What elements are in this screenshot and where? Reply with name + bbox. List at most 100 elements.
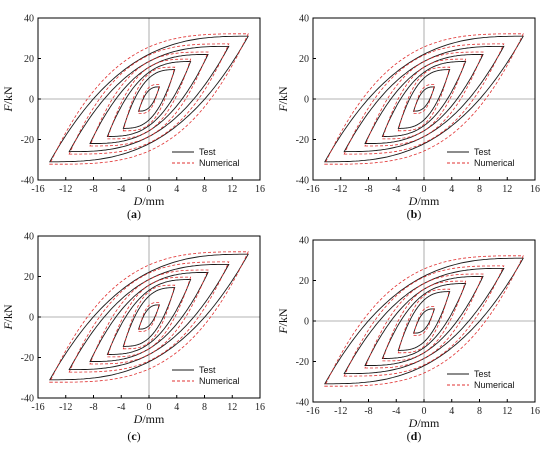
series-test-loop-1 [137, 304, 161, 330]
panel-caption-letter: b [411, 207, 418, 221]
panel-caption-letter: c [131, 429, 137, 443]
x-tick-label: -16 [31, 184, 44, 195]
plot-area [49, 251, 249, 383]
y-axis-label-unit: /kN [276, 308, 290, 326]
series-numerical-loop-2 [122, 66, 176, 132]
y-tick-label: 40 [24, 14, 34, 25]
chart-panel-1: -16 -12 -8 -4 0 4 8 12 16-40-2002040D/mmF/kNTest… [1, 14, 265, 222]
x-tick-label: -4 [117, 402, 125, 413]
x-tick-label: -16 [306, 184, 319, 195]
y-tick-label: 20 [24, 272, 34, 283]
x-tick-label: 16 [530, 184, 540, 195]
series-numerical [324, 33, 524, 165]
y-tick-label: 20 [299, 276, 309, 287]
series-numerical-loop-2 [122, 284, 176, 350]
series-numerical-loop-6 [49, 33, 249, 165]
y-axis-label-symbol: F [1, 104, 15, 113]
legend-label-numerical: Numerical [474, 158, 515, 168]
panel-caption-open: ( [407, 207, 411, 221]
y-tick-label: 40 [24, 232, 34, 243]
x-tick-label: -16 [306, 406, 319, 417]
x-tick-label: 0 [147, 184, 152, 195]
x-tick-label: 12 [227, 184, 237, 195]
y-tick-label: -40 [296, 176, 309, 187]
x-tick-label: 8 [477, 184, 482, 195]
y-axis-label-symbol: F [276, 104, 290, 113]
x-tick-label: -16 [31, 402, 44, 413]
legend-label-numerical: Numerical [199, 158, 240, 168]
series-numerical-loop-5 [68, 261, 230, 373]
series-test [324, 35, 524, 163]
plot-area [324, 255, 524, 387]
series-test-loop-5 [343, 267, 505, 375]
plot-area [49, 33, 249, 165]
series-numerical-loop-1 [413, 306, 435, 336]
x-axis-label-unit: /mm [142, 194, 165, 208]
x-tick-label: 0 [422, 184, 427, 195]
series-test-loop-5 [68, 263, 230, 371]
y-tick-label: 0 [304, 95, 309, 106]
panel-caption-open: ( [127, 207, 131, 221]
y-axis-label: F/kN [1, 304, 15, 331]
x-tick-label: -12 [59, 402, 72, 413]
y-tick-label: 40 [299, 14, 309, 25]
x-axis-label: D/mm [133, 194, 165, 208]
x-tick-label: -8 [89, 184, 97, 195]
x-axis-label: D/mm [133, 412, 165, 426]
x-tick-label: 4 [449, 184, 454, 195]
x-axis-label-symbol: D [408, 194, 418, 208]
x-axis-label-symbol: D [408, 416, 418, 430]
panel-caption-close: ) [137, 207, 141, 221]
panel-caption: (b) [407, 207, 422, 221]
x-tick-label: 16 [530, 406, 540, 417]
x-tick-label: -4 [392, 184, 400, 195]
series-test-loop-4 [364, 275, 484, 367]
panel-caption: (d) [407, 429, 422, 443]
series-numerical-loop-3 [381, 280, 467, 362]
x-axis-label: D/mm [408, 416, 440, 430]
panel-caption-close: ) [417, 429, 421, 443]
series-numerical-loop-1 [138, 302, 160, 332]
x-tick-label: 8 [477, 406, 482, 417]
series-numerical-loop-4 [89, 269, 209, 365]
x-tick-label: -8 [364, 406, 372, 417]
series-test-loop-1 [412, 86, 436, 112]
chart-panel-2: -16 -12 -8 -4 0 4 8 12 16-40-2002040D/mmF/kNTest… [276, 14, 540, 222]
y-tick-label: -20 [21, 135, 34, 146]
legend-label-numerical: Numerical [199, 376, 240, 386]
y-tick-label: -40 [21, 394, 34, 405]
y-axis-label: F/kN [1, 86, 15, 113]
y-tick-label: -40 [21, 176, 34, 187]
plot-area [324, 33, 524, 165]
x-tick-label: 16 [255, 402, 265, 413]
y-axis-label-unit: /kN [1, 304, 15, 322]
y-tick-label: -40 [296, 398, 309, 409]
series-numerical-loop-6 [324, 255, 524, 387]
x-tick-label: 4 [449, 406, 454, 417]
series-test-loop-2 [122, 69, 176, 129]
x-axis-label-unit: /mm [417, 416, 440, 430]
panel-caption-close: ) [137, 429, 141, 443]
x-tick-label: 8 [202, 402, 207, 413]
x-tick-label: 8 [202, 184, 207, 195]
series-numerical-loop-3 [106, 58, 192, 140]
y-tick-label: -20 [296, 357, 309, 368]
series-numerical-loop-1 [138, 84, 160, 114]
x-tick-label: -8 [364, 184, 372, 195]
y-axis-label-symbol: F [1, 322, 15, 331]
series-numerical-loop-4 [89, 51, 209, 147]
series-test-loop-3 [381, 61, 467, 137]
legend-label-numerical: Numerical [474, 380, 515, 390]
y-tick-label: 40 [299, 236, 309, 247]
x-tick-label: 12 [227, 402, 237, 413]
x-tick-label: -8 [89, 402, 97, 413]
series-test-loop-6 [49, 35, 249, 163]
series-test-loop-2 [397, 69, 451, 129]
panel-caption: (a) [127, 207, 141, 221]
series-test-loop-6 [324, 35, 524, 163]
series-test [324, 257, 524, 385]
series-numerical-loop-2 [397, 288, 451, 354]
series-test-loop-2 [397, 291, 451, 351]
